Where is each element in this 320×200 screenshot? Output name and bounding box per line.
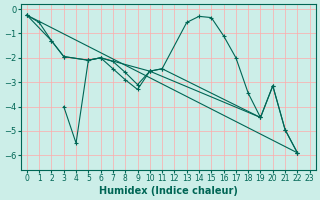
- X-axis label: Humidex (Indice chaleur): Humidex (Indice chaleur): [99, 186, 238, 196]
